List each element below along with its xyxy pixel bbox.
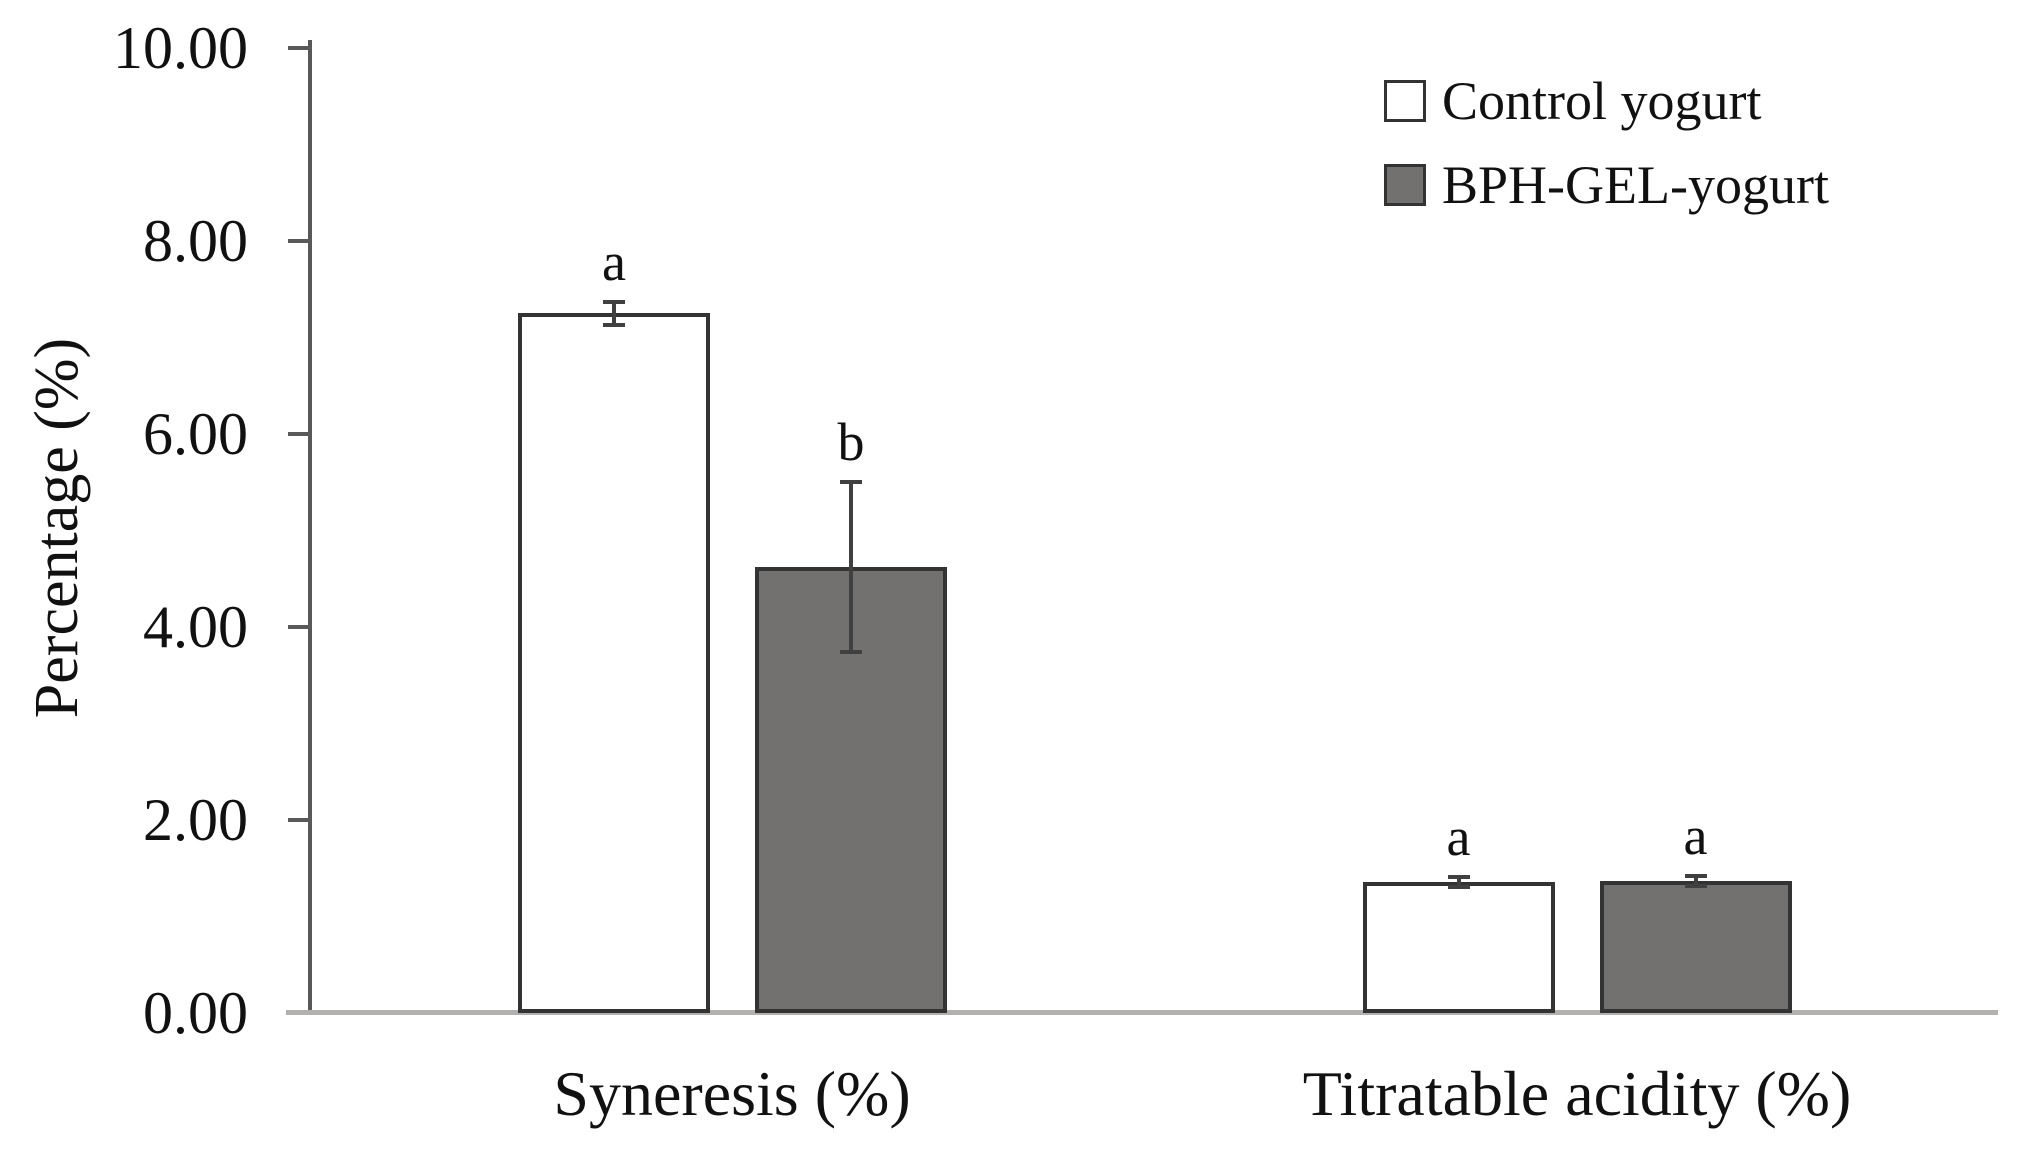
x-axis-line [286, 1010, 1998, 1015]
sig-letter: a [602, 231, 626, 292]
y-tick-label: 0.00 [143, 980, 248, 1046]
y-tick-label: 2.00 [143, 787, 248, 853]
error-bar-line [849, 482, 853, 653]
bar-control-syneresis [518, 313, 710, 1013]
bar-control-titratable-acidity [1362, 881, 1555, 1013]
legend-item-bph-gel: BPH-GEL-yogurt [1384, 158, 1829, 212]
y-tick-mark [288, 625, 310, 629]
error-bar-cap-top [840, 480, 862, 485]
y-tick-label: 6.00 [143, 401, 248, 467]
y-tick-mark [288, 432, 310, 436]
legend-label-bph-gel: BPH-GEL-yogurt [1442, 155, 1829, 215]
y-tick-label: 4.00 [143, 594, 248, 660]
y-tick-label: 8.00 [143, 208, 248, 274]
error-bar-cap-bottom [1447, 884, 1470, 889]
error-bar-cap-bottom [840, 650, 862, 655]
legend: Control yogurt BPH-GEL-yogurt [1384, 74, 1829, 242]
legend-swatch-control [1384, 80, 1426, 122]
y-axis-line [308, 40, 312, 1013]
legend-item-control: Control yogurt [1384, 74, 1829, 128]
error-bar-cap-bottom [1684, 883, 1707, 888]
category-label-titratable-acidity: Titratable acidity (%) [1302, 1058, 1852, 1129]
error-bar-cap-top [1447, 874, 1470, 879]
y-tick-mark [288, 818, 310, 822]
error-bar-line [1693, 875, 1698, 886]
legend-label-control: Control yogurt [1442, 71, 1762, 131]
bar-bph-gel-titratable-acidity [1599, 880, 1792, 1013]
error-bar-cap-bottom [603, 322, 625, 327]
error-bar-line [612, 301, 616, 325]
y-axis-title: Percentage (%) [23, 337, 91, 719]
error-bar-cap-top [603, 299, 625, 304]
error-bar-line [1456, 876, 1461, 887]
sig-letter: b [837, 412, 865, 473]
y-tick-label: 10.00 [113, 15, 248, 81]
sig-letter: a [1446, 806, 1471, 867]
y-tick-mark [288, 46, 310, 50]
error-bar-cap-top [1684, 873, 1707, 878]
legend-swatch-bph-gel [1384, 164, 1426, 206]
category-label-syneresis: Syneresis (%) [553, 1058, 911, 1129]
y-tick-mark [288, 239, 310, 243]
sig-letter: a [1683, 805, 1708, 866]
